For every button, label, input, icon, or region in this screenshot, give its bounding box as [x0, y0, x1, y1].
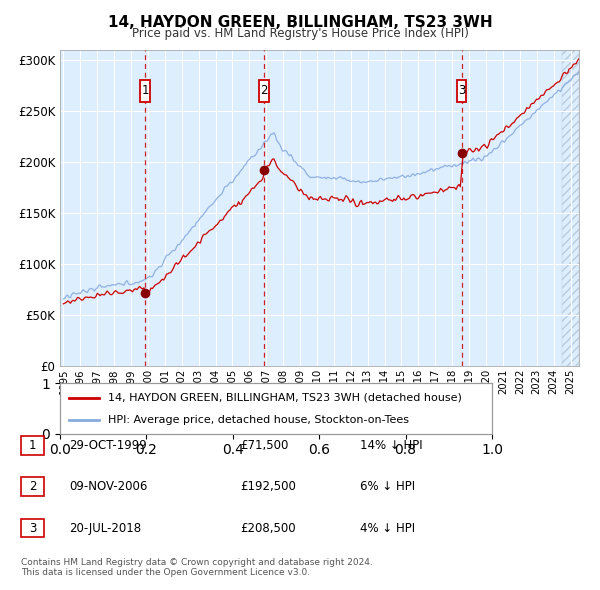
Text: £208,500: £208,500: [240, 522, 296, 535]
Text: HPI: Average price, detached house, Stockton-on-Tees: HPI: Average price, detached house, Stoc…: [107, 415, 409, 425]
Text: 3: 3: [458, 84, 465, 97]
Text: 2: 2: [29, 480, 36, 493]
Text: 20-JUL-2018: 20-JUL-2018: [69, 522, 141, 535]
FancyBboxPatch shape: [259, 80, 269, 102]
Text: 1: 1: [141, 84, 149, 97]
Text: £192,500: £192,500: [240, 480, 296, 493]
Text: 1: 1: [29, 439, 36, 452]
Text: Contains HM Land Registry data © Crown copyright and database right 2024.
This d: Contains HM Land Registry data © Crown c…: [21, 558, 373, 577]
Text: 09-NOV-2006: 09-NOV-2006: [69, 480, 148, 493]
Text: 14, HAYDON GREEN, BILLINGHAM, TS23 3WH: 14, HAYDON GREEN, BILLINGHAM, TS23 3WH: [107, 15, 493, 30]
Text: £71,500: £71,500: [240, 439, 289, 452]
Text: 4% ↓ HPI: 4% ↓ HPI: [360, 522, 415, 535]
Text: Price paid vs. HM Land Registry's House Price Index (HPI): Price paid vs. HM Land Registry's House …: [131, 27, 469, 40]
FancyBboxPatch shape: [140, 80, 149, 102]
Text: 2: 2: [260, 84, 268, 97]
Text: 14, HAYDON GREEN, BILLINGHAM, TS23 3WH (detached house): 14, HAYDON GREEN, BILLINGHAM, TS23 3WH (…: [107, 392, 461, 402]
FancyBboxPatch shape: [457, 80, 466, 102]
Text: 3: 3: [29, 522, 36, 535]
Text: 14% ↓ HPI: 14% ↓ HPI: [360, 439, 422, 452]
Text: 6% ↓ HPI: 6% ↓ HPI: [360, 480, 415, 493]
Text: 29-OCT-1999: 29-OCT-1999: [69, 439, 147, 452]
